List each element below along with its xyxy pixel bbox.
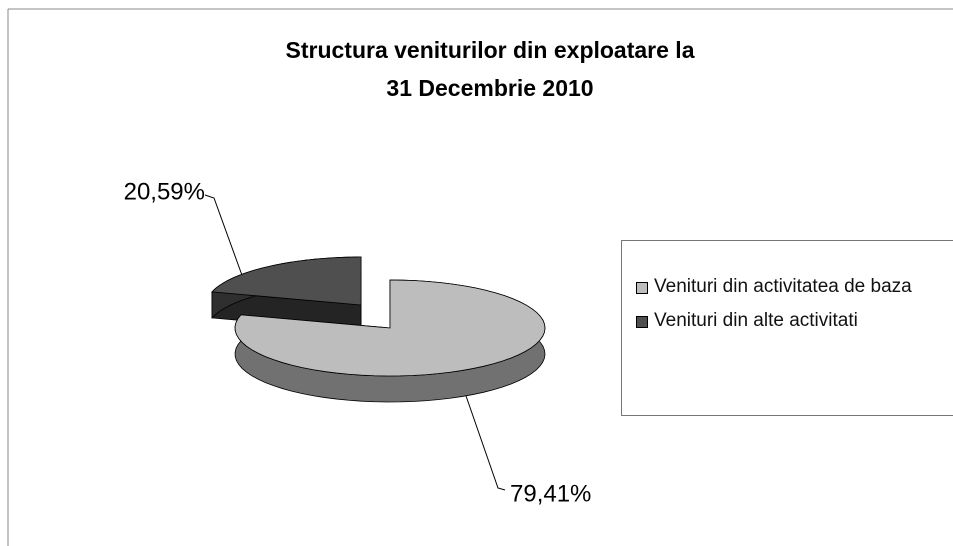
- slice: [234, 279, 546, 377]
- chart-title: 31 Decembrie 2010: [386, 75, 593, 101]
- legend-item: Venituri din alte activitati: [636, 309, 952, 333]
- legend-label: Venituri din alte activitati: [654, 310, 858, 331]
- slice: [211, 256, 362, 306]
- leader-line: [464, 392, 506, 491]
- legend-label: Venituri din activitatea de baza: [654, 276, 912, 297]
- data-label: 79,41%: [510, 480, 591, 507]
- legend-swatch: [636, 316, 648, 328]
- data-label: 20,59%: [124, 178, 205, 205]
- leader-line: [204, 194, 244, 279]
- legend-swatch: [636, 282, 648, 294]
- legend-item: Venituri din activitatea de baza: [636, 275, 952, 299]
- legend: Venituri din activitatea de baza Venituri…: [621, 240, 953, 416]
- chart-title: Structura veniturilor din exploatare la: [286, 37, 695, 63]
